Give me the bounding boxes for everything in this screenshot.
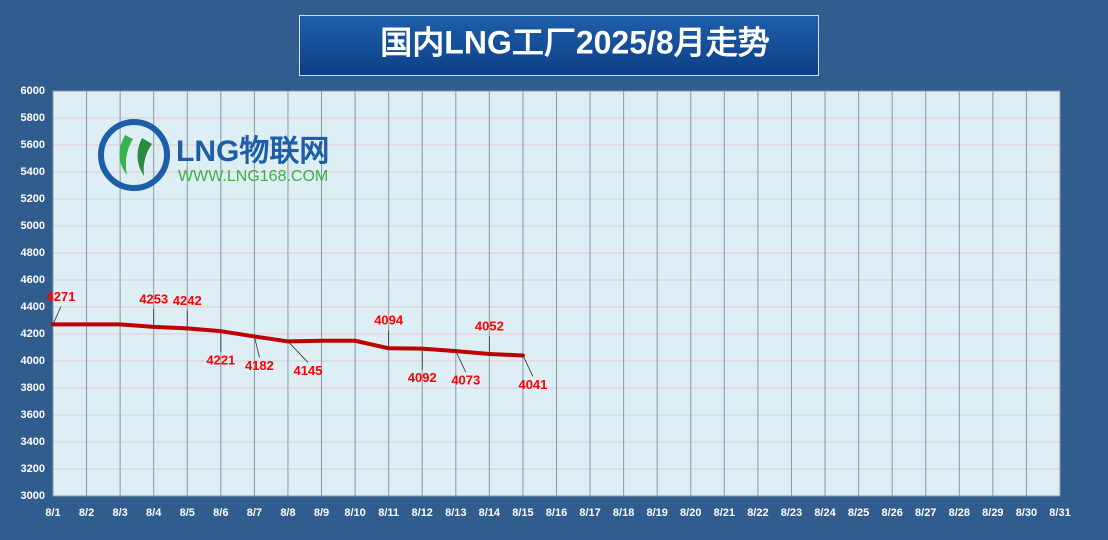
leader-line bbox=[52, 306, 62, 325]
x-tick-label: 8/5 bbox=[180, 507, 195, 519]
x-tick-label: 8/17 bbox=[579, 507, 600, 519]
x-tick-label: 8/3 bbox=[112, 507, 127, 519]
data-label: 4052 bbox=[475, 318, 504, 333]
x-tick-label: 8/13 bbox=[445, 507, 466, 519]
x-tick-label: 8/27 bbox=[915, 507, 936, 519]
x-tick-label: 8/29 bbox=[982, 507, 1003, 519]
plot-border bbox=[52, 90, 1061, 497]
y-tick-label: 3800 bbox=[21, 382, 45, 394]
x-tick-label: 8/20 bbox=[680, 507, 701, 519]
chart-title: 国内LNG工厂2025/8月走势 bbox=[380, 24, 769, 60]
x-tick-label: 8/25 bbox=[848, 507, 869, 519]
x-tick-label: 8/9 bbox=[314, 507, 329, 519]
x-tick-label: 8/18 bbox=[613, 507, 634, 519]
x-tick-label: 8/19 bbox=[646, 507, 667, 519]
y-tick-label: 3600 bbox=[21, 409, 45, 421]
y-tick-label: 4400 bbox=[21, 301, 45, 313]
x-tick-label: 8/26 bbox=[881, 507, 902, 519]
logo-leaf bbox=[119, 135, 133, 175]
x-tick-label: 8/24 bbox=[814, 507, 836, 519]
y-tick-label: 6000 bbox=[21, 85, 45, 97]
data-label: 4092 bbox=[408, 370, 437, 385]
data-label: 4145 bbox=[294, 363, 323, 378]
logo-leaf bbox=[137, 138, 152, 176]
y-tick-label: 3000 bbox=[21, 490, 45, 502]
y-tick-label: 4200 bbox=[21, 328, 45, 340]
x-tick-label: 8/7 bbox=[247, 507, 262, 519]
y-tick-label: 3200 bbox=[21, 463, 45, 475]
y-tick-label: 5400 bbox=[21, 166, 45, 178]
data-label: 4242 bbox=[173, 293, 202, 308]
y-tick-label: 5800 bbox=[21, 112, 45, 124]
x-tick-label: 8/14 bbox=[479, 507, 501, 519]
data-label: 4094 bbox=[374, 313, 404, 328]
data-label: 4182 bbox=[245, 358, 274, 373]
data-label: 4221 bbox=[206, 353, 235, 368]
y-tick-label: 5600 bbox=[21, 139, 45, 151]
logo-ring bbox=[98, 119, 170, 191]
y-tick-label: 3400 bbox=[21, 436, 45, 448]
x-tick-label: 8/31 bbox=[1049, 507, 1070, 519]
x-tick-label: 8/10 bbox=[344, 507, 365, 519]
x-tick-label: 8/6 bbox=[213, 507, 228, 519]
x-tick-label: 8/11 bbox=[378, 507, 399, 519]
y-tick-label: 4800 bbox=[21, 247, 45, 259]
y-tick-label: 5200 bbox=[21, 193, 45, 205]
y-tick-label: 5000 bbox=[21, 220, 45, 232]
data-label: 4041 bbox=[518, 377, 547, 392]
x-tick-label: 8/4 bbox=[146, 507, 162, 519]
x-tick-label: 8/30 bbox=[1016, 507, 1037, 519]
logo-url: WWW.LNG168.COM bbox=[178, 168, 328, 185]
x-tick-label: 8/23 bbox=[781, 507, 802, 519]
x-tick-label: 8/21 bbox=[714, 507, 735, 519]
title-box bbox=[299, 15, 819, 76]
leader-line bbox=[455, 350, 467, 373]
data-label: 4073 bbox=[451, 373, 480, 388]
x-tick-label: 8/12 bbox=[412, 507, 433, 519]
x-tick-label: 8/16 bbox=[546, 507, 567, 519]
leader-line bbox=[287, 341, 309, 363]
x-tick-label: 8/15 bbox=[512, 507, 533, 519]
y-tick-label: 4000 bbox=[21, 355, 45, 367]
x-tick-label: 8/28 bbox=[949, 507, 970, 519]
x-tick-label: 8/22 bbox=[747, 507, 768, 519]
data-label: 4253 bbox=[139, 291, 168, 306]
data-label: 4271 bbox=[47, 289, 76, 304]
logo-name: LNG物联网 bbox=[176, 135, 329, 168]
watermark: LNG物联网 WWW.LNG168.COM bbox=[98, 119, 329, 191]
x-tick-label: 8/8 bbox=[280, 507, 295, 519]
y-tick-label: 4600 bbox=[21, 274, 45, 286]
leader-line bbox=[254, 336, 260, 358]
x-tick-label: 8/1 bbox=[45, 507, 60, 519]
x-tick-label: 8/2 bbox=[79, 507, 94, 519]
leader-line bbox=[522, 355, 534, 377]
